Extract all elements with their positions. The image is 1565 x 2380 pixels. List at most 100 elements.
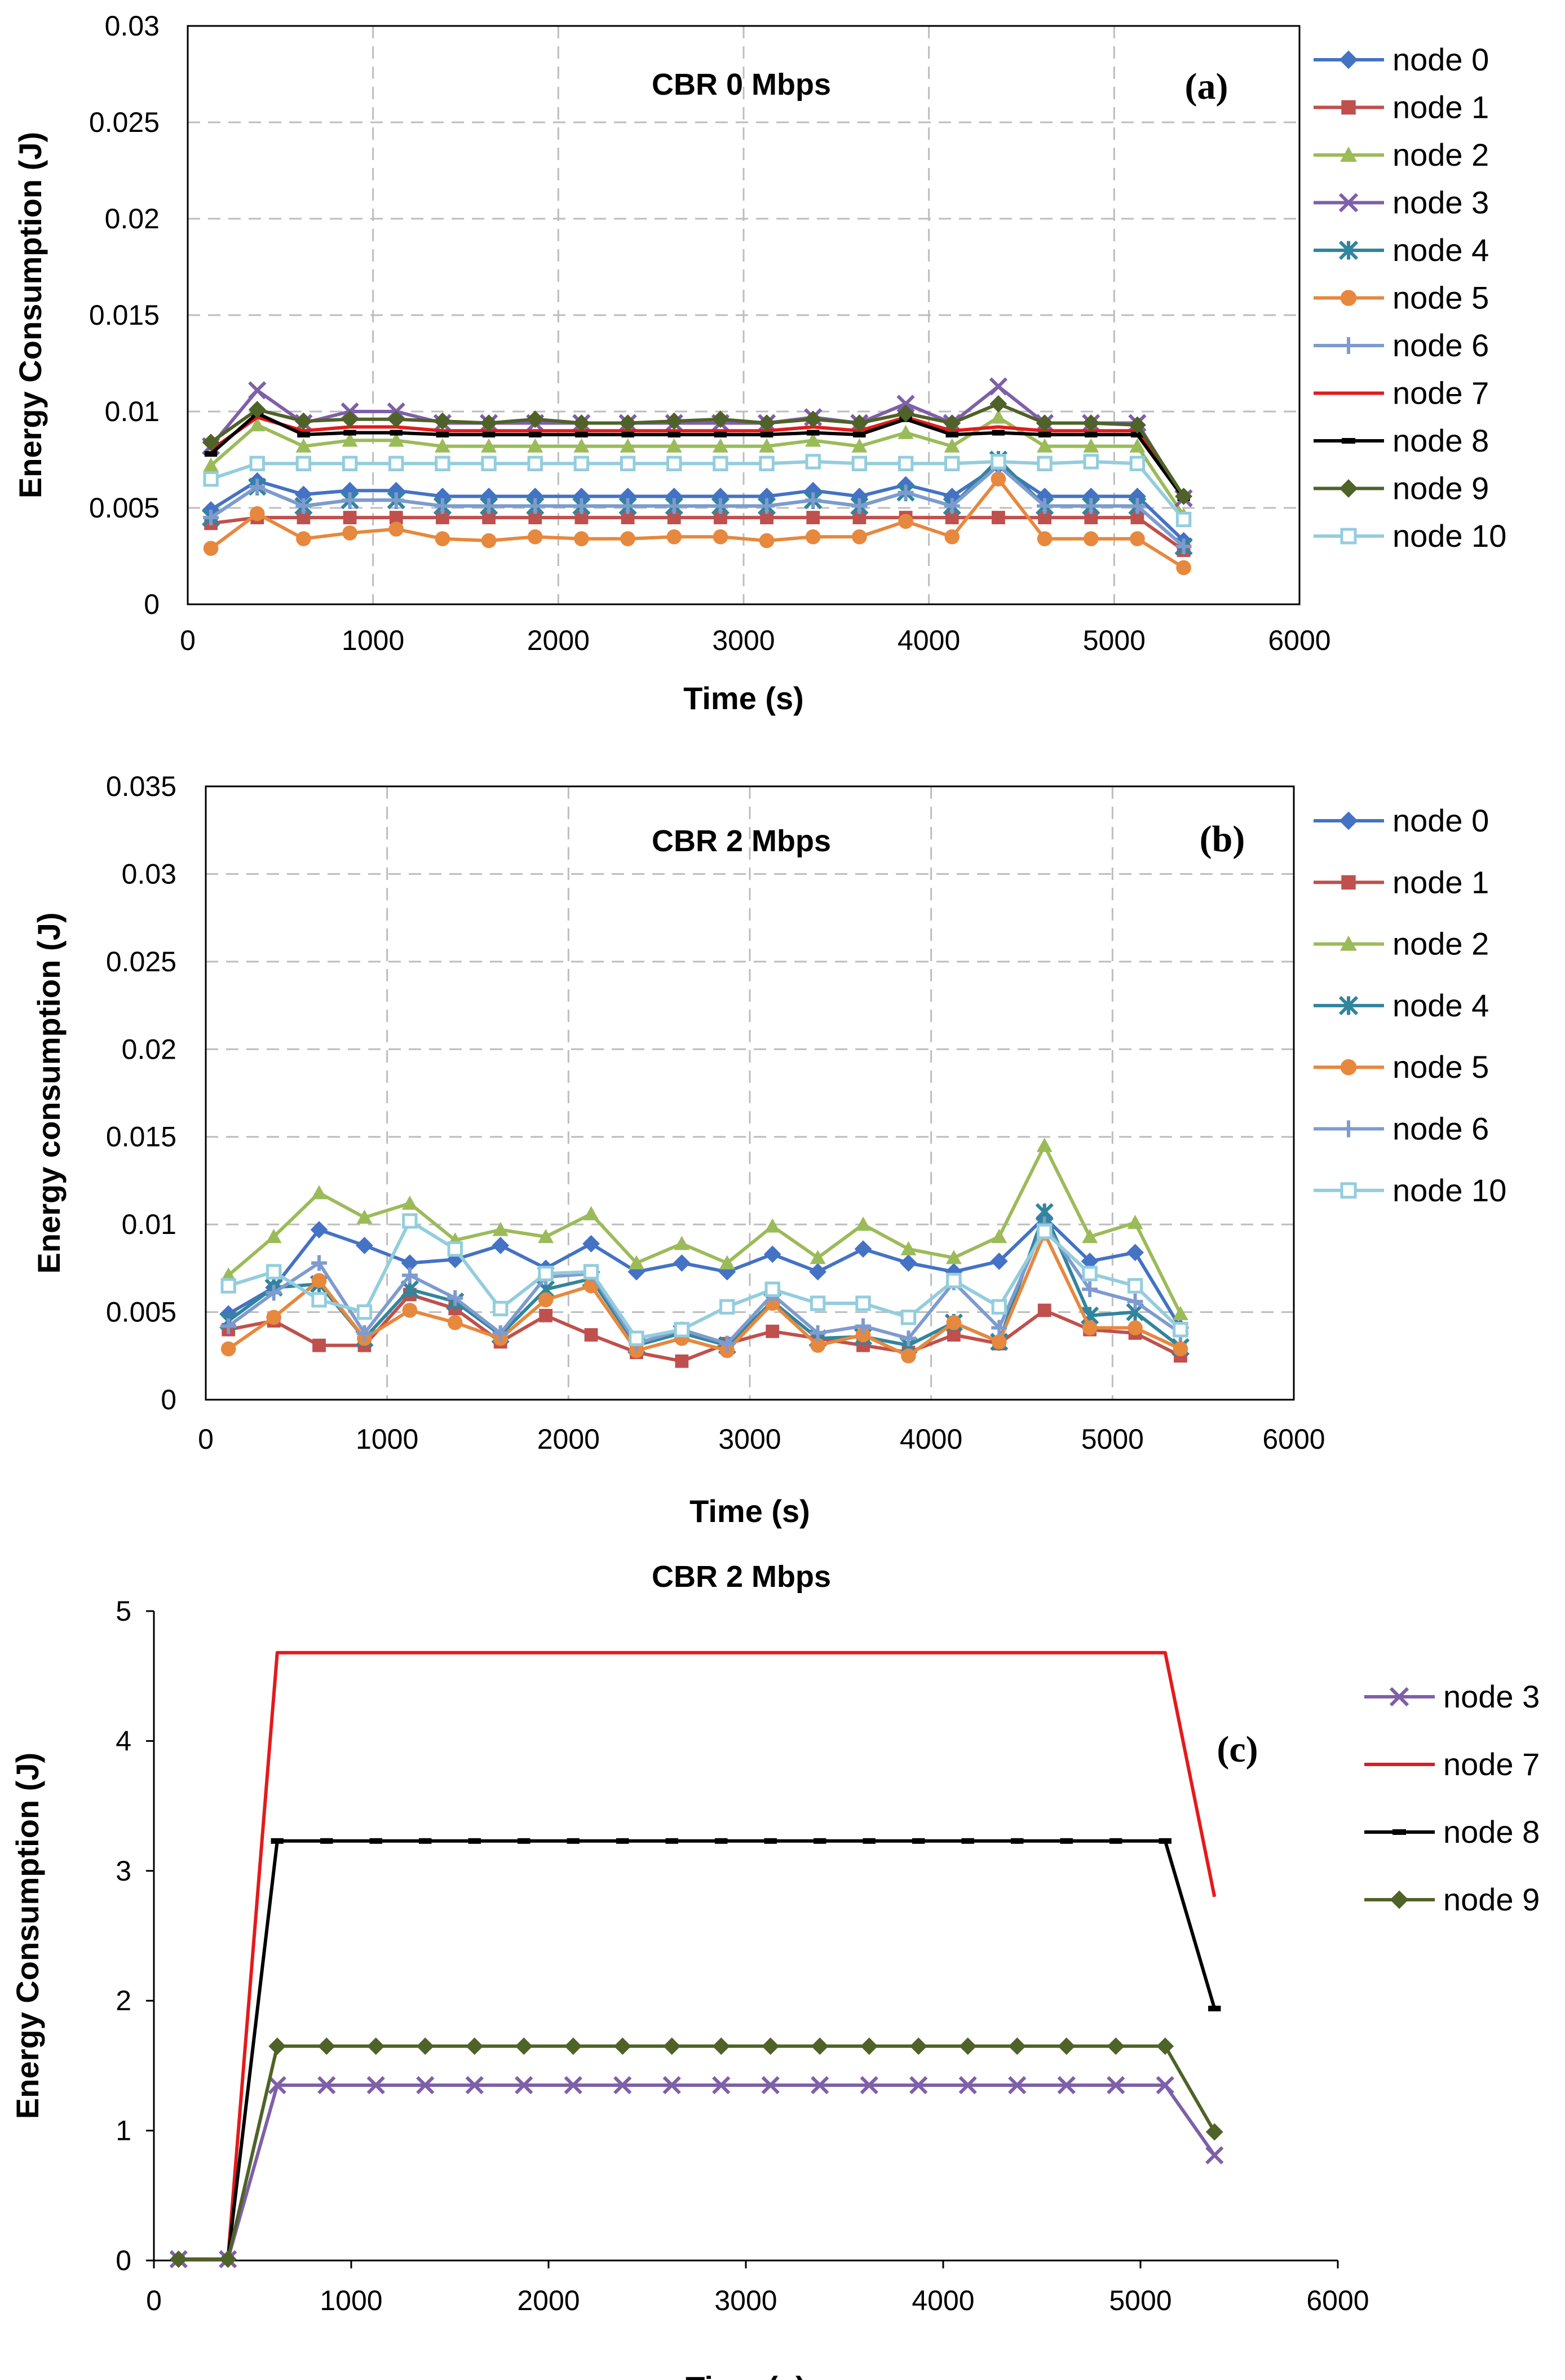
marker-triangle [1083,438,1099,453]
marker-dash [1060,1838,1073,1844]
marker-diamond [268,2037,286,2055]
marker-diamond [989,395,1007,413]
marker-circle [944,529,960,545]
series-node-9 [170,2037,1223,2268]
y-tick-label: 0.005 [89,492,160,524]
marker-circle [620,531,635,547]
marker-dash [343,430,356,436]
legend-item: node 5 [1314,280,1489,316]
y-tick-label: 0.005 [106,1297,176,1328]
legend-item: node 6 [1314,328,1489,363]
marker-circle [1082,1320,1098,1335]
marker-x [416,2076,435,2095]
marker-triangle [855,1216,872,1231]
series-node-8 [204,410,1190,501]
y-tick-label: 0.03 [122,858,176,890]
marker-plus [1082,1281,1098,1298]
marker-dash [436,432,449,438]
marker-open-square [538,1266,554,1281]
marker-dash [667,432,680,438]
marker-plus [1037,498,1053,514]
marker-plus [492,1325,509,1341]
legend-item: node 6 [1314,1111,1489,1147]
marker-circle [435,531,450,547]
x-tick-label: 1000 [342,625,404,656]
marker-open-square [674,1321,690,1338]
marker-dash [1208,2006,1221,2012]
series-line [178,1839,1217,2261]
marker-triangle [573,438,590,453]
x-tick-label: 0 [198,1423,214,1455]
y-tick-label: 0 [116,2245,131,2276]
marker-diamond [564,2037,582,2055]
x-tick-label: 6000 [1306,2285,1369,2316]
marker-triangle [990,409,1006,424]
panel-label: (b) [1200,819,1245,860]
series-line [210,415,1186,517]
marker-open-square [1129,455,1146,472]
marker-plus [1340,337,1357,354]
marker-x [662,2076,681,2095]
marker-dash [482,432,496,438]
marker-diamond [943,414,961,432]
legend-item: node 7 [1364,1746,1540,1782]
marker-square [806,511,820,524]
marker-x [909,2076,928,2095]
legend: node 0 node 1 node 2 node 4 node 5 node 6 node… [1314,803,1506,1208]
marker-circle [527,529,543,545]
marker-square [1130,511,1144,524]
series-line [228,1293,1182,1363]
marker-diamond [515,2037,533,2055]
marker-dash [760,432,773,438]
y-tick-label: 3 [116,1855,131,1887]
marker-open-square [356,1304,373,1320]
marker-square [852,511,867,524]
legend-label: node 1 [1392,864,1489,900]
x-tick-label: 5000 [1081,1423,1144,1455]
marker-x [465,2076,484,2095]
marker-open-square [266,1264,282,1280]
marker-plus [249,479,266,495]
y-tick-label: 0.025 [106,946,176,977]
legend-label: node 7 [1392,375,1489,411]
marker-triangle [1037,438,1053,453]
marker-open-square [898,455,914,472]
series-line [178,2083,1216,2261]
marker-dash [665,1838,678,1844]
y-tick-label: 0 [161,1384,176,1415]
marker-open-square [1340,1182,1357,1199]
x-tick-label: 4000 [898,625,960,656]
marker-dash [204,451,218,457]
marker-square [1037,1303,1051,1317]
marker-diamond [809,1263,827,1281]
chart-panel-b: 0 0.005 0.01 0.015 0.02 0.025 0.03 0.035 0 1000 20… [31,771,1506,1529]
series-node-2 [203,409,1192,522]
marker-x [761,2076,780,2095]
marker-triangle [266,1228,282,1244]
marker-dash [814,1838,826,1844]
marker-square [766,1324,780,1338]
y-axis-title: Energy Consumption (J) [12,132,48,498]
x-tick-label: 3000 [714,2285,777,2316]
legend-label: node 4 [1392,232,1489,268]
marker-triangle [249,417,266,432]
marker-square [947,1328,961,1342]
x-tick-label: 6000 [1268,625,1330,656]
marker-circle [1130,531,1145,547]
marker-x [1008,2076,1027,2095]
legend-item: node 1 [1314,864,1489,900]
marker-plus [759,498,775,514]
marker-triangle [311,1185,328,1200]
marker-circle [852,529,867,545]
legend-item: node 7 [1314,375,1489,411]
marker-dash [912,1838,925,1844]
chart-title: CBR 0 Mbps [652,68,831,101]
marker-plus [666,498,682,514]
marker-diamond [466,2037,484,2055]
marker-triangle [810,1250,826,1264]
marker-dash [567,1838,580,1844]
plot-frame [187,25,1301,605]
marker-square [584,1328,598,1342]
x-tick-label: 0 [180,625,196,656]
